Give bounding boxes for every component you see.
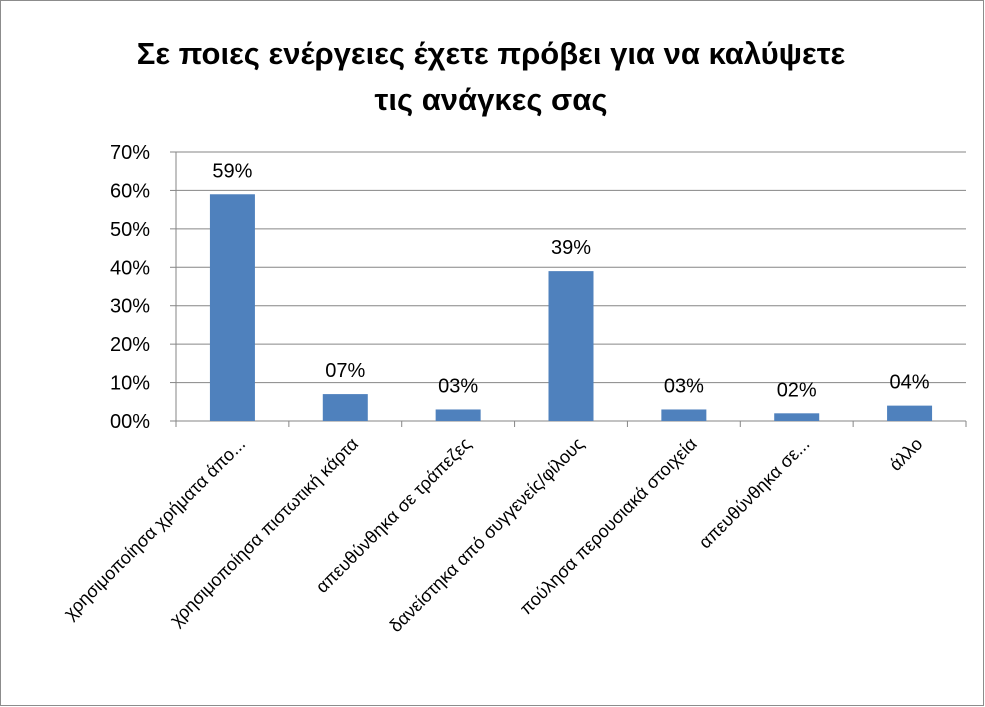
data-label: 07%: [325, 360, 365, 382]
category-label: πούλησα περουσιακά στοιχεία: [516, 434, 701, 619]
y-tick-label: 60%: [110, 180, 150, 202]
y-tick-label: 50%: [110, 219, 150, 241]
y-tick-label: 70%: [110, 142, 150, 164]
bar: [435, 409, 481, 421]
y-tick-label: 20%: [110, 334, 150, 356]
category-label: χρησιμοποίησα πιστωτική κάρτα: [166, 434, 362, 630]
data-label: 59%: [212, 160, 252, 182]
category-label: απευθύνθηκα σε...: [695, 434, 814, 553]
category-label: άλλο: [885, 434, 926, 475]
category-label: χρησιμοποίησα χρήματα άπο...: [60, 434, 249, 623]
y-tick-label: 40%: [110, 257, 150, 279]
data-label: 02%: [777, 379, 817, 401]
data-label: 03%: [664, 375, 704, 397]
chart-title: Σε ποιες ενέργειες έχετε πρόβει για να κ…: [61, 31, 921, 123]
y-tick-label: 10%: [110, 373, 150, 395]
bar: [322, 394, 368, 421]
bar: [548, 271, 594, 421]
bar: [209, 194, 255, 421]
y-tick-label: 00%: [110, 411, 150, 433]
chart-title-line-2: τις ανάγκες σας: [374, 82, 608, 117]
bar: [887, 405, 933, 421]
y-tick-label: 30%: [110, 296, 150, 318]
chart-title-line-1: Σε ποιες ενέργειες έχετε πρόβει για να κ…: [136, 36, 846, 71]
category-label: δανείστηκα από συγγενείς/φίλους: [385, 433, 588, 636]
bar: [774, 413, 820, 421]
data-label: 04%: [890, 372, 930, 394]
data-label: 03%: [438, 375, 478, 397]
bar: [661, 409, 707, 421]
data-label: 39%: [551, 237, 591, 259]
